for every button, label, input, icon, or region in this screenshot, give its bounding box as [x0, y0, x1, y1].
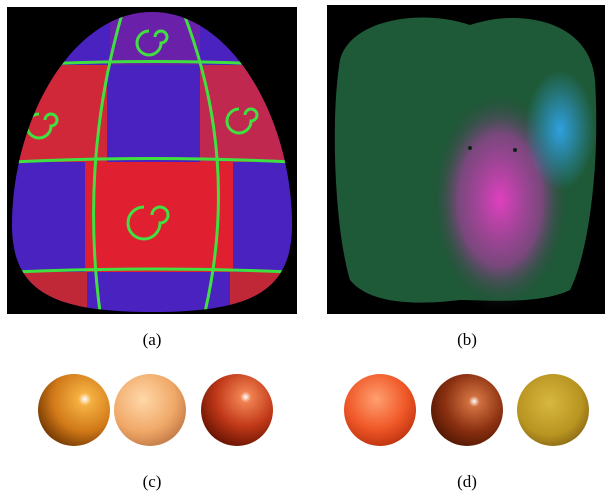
panel-b-image	[327, 5, 605, 314]
panel-label: (d)	[457, 472, 477, 491]
panel-label: (a)	[143, 330, 162, 349]
panel-a-image	[7, 7, 297, 314]
panel-label: (c)	[143, 472, 162, 491]
panel-label: (b)	[457, 330, 477, 349]
sphere-row	[38, 374, 589, 446]
